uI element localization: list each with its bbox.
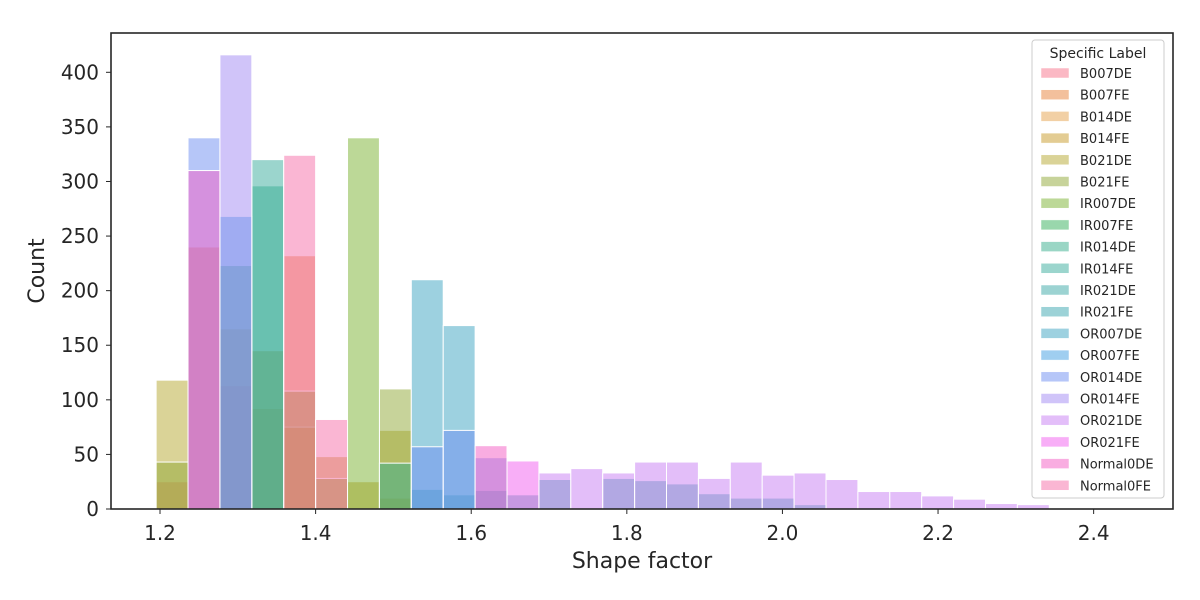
legend-swatch-OR014FE <box>1040 393 1070 404</box>
y-tick-label: 50 <box>74 442 99 466</box>
x-tick-label: 1.4 <box>300 521 332 545</box>
legend-title: Specific Label <box>1050 46 1147 62</box>
legend-swatch-OR007DE <box>1040 328 1070 339</box>
x-tick-label: 1.8 <box>611 521 643 545</box>
legend-swatch-OR021DE <box>1040 414 1070 426</box>
y-tick-label: 0 <box>86 497 99 521</box>
legend-swatch-OR007FE <box>1040 349 1070 361</box>
legend-label-B007DE: B007DE <box>1080 67 1132 82</box>
legend-label-OR007FE: OR007FE <box>1080 349 1140 364</box>
legend-swatch-B014DE <box>1040 111 1070 122</box>
y-tick-label: 300 <box>61 169 99 193</box>
legend-box <box>1031 39 1165 499</box>
bar-Normal0DE-bin-1 <box>187 170 221 510</box>
bar-OR021DE-bin-19 <box>761 474 795 510</box>
legend-label-OR021FE: OR021FE <box>1080 436 1140 451</box>
legend-swatch-Normal0DE <box>1040 458 1070 469</box>
legend-label-Normal0DE: Normal0DE <box>1080 458 1154 473</box>
y-tick-label: 350 <box>61 115 99 139</box>
legend-label-IR007FE: IR007FE <box>1080 219 1133 234</box>
x-tick-label: 1.6 <box>455 521 487 545</box>
bar-OR021DE-bin-17 <box>697 477 731 510</box>
legend-swatch-IR014DE <box>1040 241 1070 252</box>
bar-OR021DE-bin-24 <box>921 495 955 510</box>
legend-swatch-IR021DE <box>1040 284 1070 296</box>
legend-swatch-IR007DE <box>1040 197 1070 209</box>
x-tick-label: 2.2 <box>922 521 954 545</box>
legend-label-B014DE: B014DE <box>1080 110 1132 125</box>
legend-label-IR007DE: IR007DE <box>1080 197 1136 212</box>
y-tick-label: 100 <box>61 388 99 412</box>
bar-OR021DE-bin-12 <box>538 472 572 510</box>
legend-label-B007FE: B007FE <box>1080 89 1129 104</box>
bar-B021FE-bin-0 <box>155 461 189 510</box>
legend-label-IR021DE: IR021DE <box>1080 284 1136 299</box>
x-tick-label: 1.2 <box>144 521 176 545</box>
bar-IR007DE-bin-6 <box>347 137 380 510</box>
legend-label-B021DE: B021DE <box>1080 154 1132 169</box>
bar-OR021DE-bin-14 <box>602 472 636 510</box>
legend-label-OR007DE: OR007DE <box>1080 327 1142 342</box>
y-tick-label: 150 <box>61 333 99 357</box>
legend-swatch-OR014DE <box>1040 371 1070 383</box>
y-axis-ticks: 0 50 100 150 200 250 300 350 400 <box>61 60 111 521</box>
bar-Normal0FE-bin-5 <box>315 418 349 510</box>
bar-OR014DE-bin-9 <box>442 429 476 510</box>
legend-label-B021FE: B021FE <box>1080 176 1129 191</box>
bar-OR021DE-bin-22 <box>857 491 891 510</box>
legend-label-IR014DE: IR014DE <box>1080 241 1136 256</box>
legend-label-OR014DE: OR014DE <box>1080 371 1142 386</box>
bar-OR021DE-bin-13 <box>570 468 604 510</box>
bar-Normal0FE-bin-4 <box>283 154 317 510</box>
bar-IR014DE-bin-7 <box>378 462 412 510</box>
x-tick-label: 2.0 <box>767 521 799 545</box>
bar-OR014FE-bin-2 <box>219 54 253 510</box>
legend-swatch-B007DE <box>1040 67 1070 79</box>
x-axis-ticks: 1.2 1.4 1.6 1.8 2.0 2.2 2.4 <box>144 509 1110 545</box>
legend-label-OR021DE: OR021DE <box>1080 414 1142 429</box>
bar-OR021DE-bin-26 <box>985 503 1018 510</box>
bar-OR021DE-bin-25 <box>953 498 986 510</box>
bar-IR014FE-bin-3 <box>251 159 285 510</box>
legend-label-OR014FE: OR014FE <box>1080 393 1140 408</box>
legend-swatch-B021FE <box>1040 176 1070 187</box>
legend-swatch-Normal0FE <box>1040 480 1070 491</box>
legend-swatch-IR007FE <box>1040 219 1070 231</box>
x-axis-title: Shape factor <box>572 549 713 574</box>
bar-OR021DE-bin-21 <box>825 479 859 510</box>
y-axis-title: Count <box>25 238 50 304</box>
bar-OR021DE-bin-23 <box>889 491 923 510</box>
legend-label-IR014FE: IR014FE <box>1080 262 1133 277</box>
bar-OR021DE-bin-20 <box>793 472 827 510</box>
bar-Normal0DE-bin-10 <box>474 445 508 510</box>
bars-layer <box>155 54 1050 510</box>
legend-swatch-B007FE <box>1040 89 1070 100</box>
bar-OR021DE-bin-15 <box>634 461 668 510</box>
y-tick-label: 200 <box>61 279 99 303</box>
legend-label-IR021FE: IR021FE <box>1080 306 1133 321</box>
bar-OR014DE-bin-8 <box>410 446 444 510</box>
legend-swatch-IR021FE <box>1040 306 1070 317</box>
legend-swatch-IR014FE <box>1040 263 1070 274</box>
bar-OR021FE-bin-11 <box>506 460 540 510</box>
legend-swatch-B014FE <box>1040 132 1070 144</box>
bar-OR021DE-bin-16 <box>666 461 699 510</box>
y-tick-label: 400 <box>61 60 99 84</box>
y-tick-label: 250 <box>61 224 99 248</box>
legend: Specific Label B007DEB007FEB014DEB014FEB… <box>1031 39 1165 499</box>
legend-label-Normal0FE: Normal0FE <box>1080 479 1151 494</box>
legend-items: B007DE B007FE B014DE B014FE B021DE B021FE IR00… <box>1040 67 1154 494</box>
legend-swatch-B021DE <box>1040 154 1070 166</box>
x-tick-label: 2.4 <box>1078 521 1110 545</box>
legend-swatch-OR021FE <box>1040 436 1070 448</box>
plot-frame <box>110 32 1174 510</box>
bar-OR021DE-bin-18 <box>729 461 763 510</box>
legend-label-B014FE: B014FE <box>1080 132 1129 147</box>
